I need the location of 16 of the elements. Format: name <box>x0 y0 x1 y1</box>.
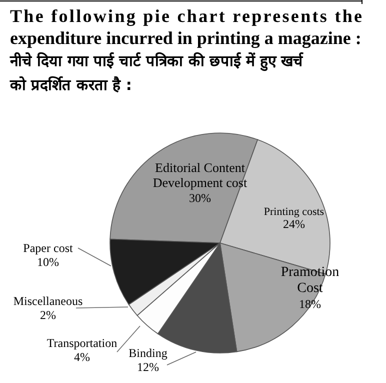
slice-label: Printing costs <box>264 206 324 218</box>
data-label: 24% <box>283 217 305 231</box>
slice-label: Paper cost <box>23 241 74 255</box>
slice-label: Miscellaneous <box>13 294 83 308</box>
data-label: 4% <box>74 350 90 364</box>
data-label: 30% <box>189 191 211 205</box>
data-label: 2% <box>40 308 56 322</box>
data-label: 12% <box>137 360 159 374</box>
data-label: 18% <box>299 297 321 311</box>
slice-label: Binding <box>128 346 168 360</box>
data-label: 10% <box>37 255 59 269</box>
chart-subtitle: नीचे दिया गया पाई चार्ट पत्रिका की छपाई में हुए खर्च को प्रदर्शित करता है : <box>9 52 304 94</box>
slice-label: Transportation <box>46 336 118 350</box>
slice-label: Pramotion Cost <box>280 265 340 296</box>
chart-title: The following pie chart represents the expenditure incurred in printing a magazine : <box>10 6 362 48</box>
slice-label: Editorial Content Development cost <box>152 160 248 190</box>
